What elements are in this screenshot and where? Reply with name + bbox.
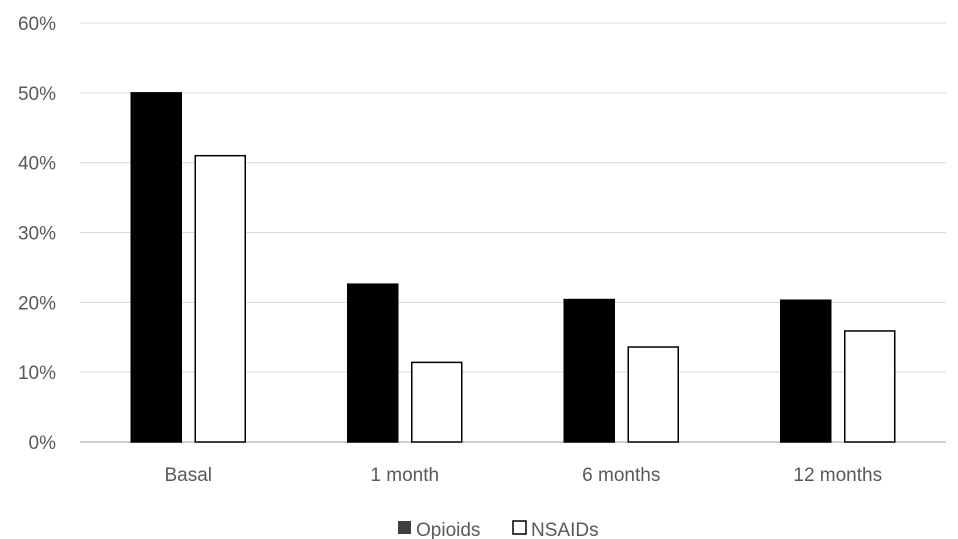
bars: [130, 92, 896, 443]
x-tick-label: 6 months: [582, 465, 660, 486]
y-tick-label: 10%: [18, 363, 56, 384]
bar-nsaids-6-months: [627, 346, 679, 443]
bar-opioids-1-month: [347, 283, 399, 443]
x-tick-label: Basal: [164, 465, 212, 486]
y-tick-label: 20%: [18, 293, 56, 314]
bar-opioids-6-months: [563, 298, 615, 443]
legend-label-nsaids: NSAIDs: [531, 520, 599, 539]
y-tick-label: 0%: [29, 433, 57, 454]
legend-swatch-nsaids: [512, 520, 527, 535]
bar-opioids-12-months: [780, 299, 832, 443]
y-tick-label: 60%: [18, 14, 56, 35]
x-tick-label: 12 months: [793, 465, 882, 486]
x-tick-label: 1 month: [370, 465, 439, 486]
bar-nsaids-basal: [194, 154, 246, 443]
y-tick-label: 40%: [18, 154, 56, 175]
legend-label-opioids: Opioids: [416, 520, 480, 539]
bar-nsaids-1-month: [411, 361, 463, 443]
y-tick-label: 30%: [18, 224, 56, 245]
legend-swatch-opioids: [398, 521, 411, 534]
y-tick-label: 50%: [18, 84, 56, 105]
y-axis: 0% 10% 20% 30% 40% 50% 60%: [18, 14, 56, 454]
legend: Opioids NSAIDs: [398, 520, 599, 539]
bar-opioids-basal: [130, 92, 182, 443]
bar-nsaids-12-months: [844, 330, 896, 443]
x-axis: Basal 1 month 6 months 12 months: [164, 465, 882, 486]
